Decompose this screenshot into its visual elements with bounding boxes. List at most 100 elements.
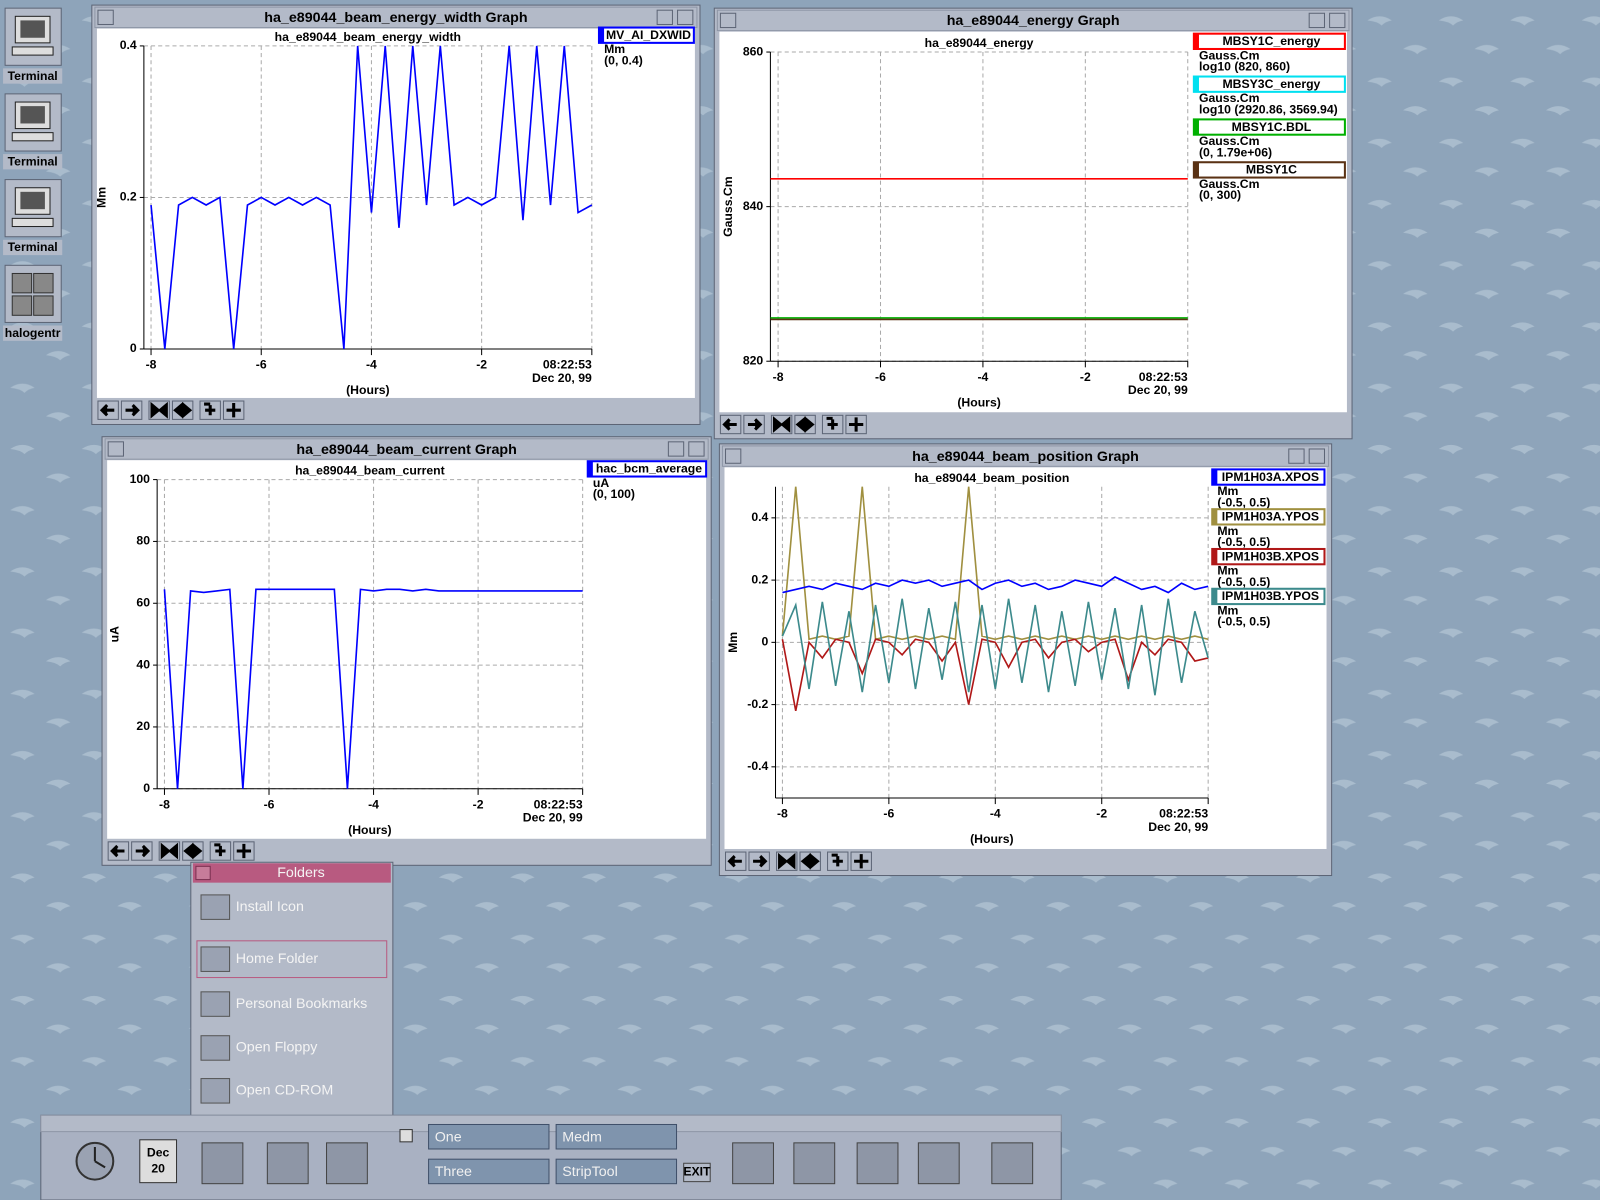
title-bar: [721, 445, 1330, 467]
legend-swatch: [1212, 548, 1218, 565]
minimize-button[interactable]: [1308, 12, 1325, 29]
toolbar-glyph: [753, 855, 768, 868]
legend-unit: Gauss.Cm: [1199, 134, 1260, 148]
keyboard: [11, 46, 54, 56]
text-editor[interactable]: [266, 1142, 309, 1185]
help[interactable]: [917, 1142, 960, 1185]
toolbar-glyph: [236, 843, 252, 859]
window-title: ha_e89044_energy Graph: [947, 13, 1120, 29]
graph-area: [96, 28, 695, 398]
legend-name: MBSY1C: [1246, 163, 1297, 177]
toolbar-glyph: [226, 403, 241, 418]
window-title: ha_e89044_beam_position Graph: [912, 449, 1139, 465]
y-tick-label: 100: [130, 472, 151, 486]
minimize-button[interactable]: [1288, 448, 1305, 464]
workspace-button[interactable]: [428, 1123, 550, 1150]
legend-swatch: [1212, 469, 1218, 485]
icon-label-bg: [3, 154, 63, 170]
series-line: [782, 576, 1209, 594]
workspace-button[interactable]: [555, 1123, 678, 1150]
menu-item[interactable]: Open Floppy: [236, 1040, 319, 1056]
icon-label-bg: [3, 239, 63, 256]
workspace-button[interactable]: [428, 1158, 550, 1185]
file-manager[interactable]: [201, 1142, 244, 1185]
x-tick-label: 08:22:53: [534, 797, 583, 811]
toolbar-glyph: [795, 416, 815, 433]
maximize-button[interactable]: [1329, 12, 1346, 29]
x-tick-label: -8: [773, 370, 784, 384]
x-tick-label: -2: [473, 797, 484, 811]
x-tick-label: -6: [883, 807, 894, 821]
x-tick-label: -2: [1096, 807, 1107, 821]
chart-title: ha_e89044_energy: [925, 36, 1034, 50]
chart-title: ha_e89044_beam_current: [295, 464, 445, 478]
x-tick-label: -6: [264, 797, 275, 811]
x-tick-label: -8: [159, 797, 170, 811]
toolbar-glyph: [125, 404, 140, 417]
y-tick-label: 0.2: [120, 190, 137, 204]
legend-range: (0, 0.4): [604, 53, 643, 67]
legend-range: (-0.5, 0.5): [1217, 615, 1270, 629]
chart-title: ha_e89044_beam_position: [914, 471, 1069, 485]
graph-area: [719, 31, 1347, 413]
x-tick-label: -2: [1080, 370, 1091, 384]
x-axis-label: (Hours): [346, 383, 390, 397]
app-manager[interactable]: [856, 1142, 899, 1185]
toolbar-glyph: [99, 404, 115, 417]
maximize-button[interactable]: [677, 9, 694, 25]
y-tick-label: 0: [762, 635, 769, 649]
series-line: [163, 588, 583, 789]
workspace-name: Three: [435, 1164, 472, 1180]
menu-item-icon: [200, 1035, 231, 1061]
maximize-button[interactable]: [1308, 448, 1325, 464]
menu-item[interactable]: Personal Bookmarks: [236, 996, 368, 1012]
legend-swatch: [1193, 162, 1199, 178]
y-tick-label: 40: [136, 657, 150, 671]
menu-close[interactable]: [195, 865, 211, 881]
printer[interactable]: [732, 1142, 774, 1185]
legend-swatch: [598, 27, 605, 43]
maximize-button[interactable]: [688, 441, 705, 457]
minimize-button[interactable]: [656, 9, 673, 25]
series-line: [781, 638, 1209, 711]
series-line: [150, 45, 593, 350]
graph-area: [107, 460, 707, 839]
style-manager[interactable]: [793, 1142, 836, 1185]
menu-item[interactable]: Install Icon: [236, 899, 304, 915]
x-tick-label: 08:22:53: [1139, 370, 1188, 384]
toolbar-glyph: [150, 401, 168, 419]
minimize-button[interactable]: [667, 441, 685, 457]
legend-swatch: [1212, 588, 1218, 605]
legend-name: MBSY3C_energy: [1222, 77, 1320, 91]
workspace-button[interactable]: [555, 1158, 678, 1185]
y-axis-label: Mm: [94, 187, 108, 208]
calendar[interactable]: [139, 1139, 178, 1184]
title-bar: [104, 438, 709, 460]
x-tick-date: Dec 20, 99: [532, 371, 592, 385]
y-tick-label: 860: [743, 44, 764, 58]
y-tick-label: 820: [743, 353, 764, 367]
exit-button[interactable]: [683, 1162, 711, 1183]
lock[interactable]: [399, 1129, 413, 1143]
mailer[interactable]: [326, 1142, 368, 1185]
window-menu-button[interactable]: [97, 9, 114, 25]
workspace-name: Medm: [562, 1130, 602, 1146]
toolbar-glyph: [214, 843, 226, 857]
menu-item[interactable]: Open CD-ROM: [236, 1083, 334, 1099]
calendar-day: 20: [151, 1162, 165, 1176]
legend-unit: uA: [593, 476, 609, 490]
menu-item[interactable]: Home Folder: [236, 951, 319, 967]
x-tick-label: -4: [368, 797, 379, 811]
workspace-name: One: [435, 1130, 462, 1146]
x-tick-label: 08:22:53: [543, 358, 592, 372]
exit-label: EXIT: [683, 1165, 711, 1179]
legend-range: log10 (820, 860): [1199, 60, 1290, 74]
trash[interactable]: [991, 1142, 1034, 1185]
window-menu-button[interactable]: [719, 12, 737, 29]
window-title: ha_e89044_beam_energy_width Graph: [264, 10, 527, 26]
legend-unit: Mm: [1217, 564, 1238, 578]
window-menu-button[interactable]: [107, 441, 124, 457]
calendar-month: Dec: [147, 1145, 170, 1159]
window-menu-button[interactable]: [725, 448, 742, 464]
